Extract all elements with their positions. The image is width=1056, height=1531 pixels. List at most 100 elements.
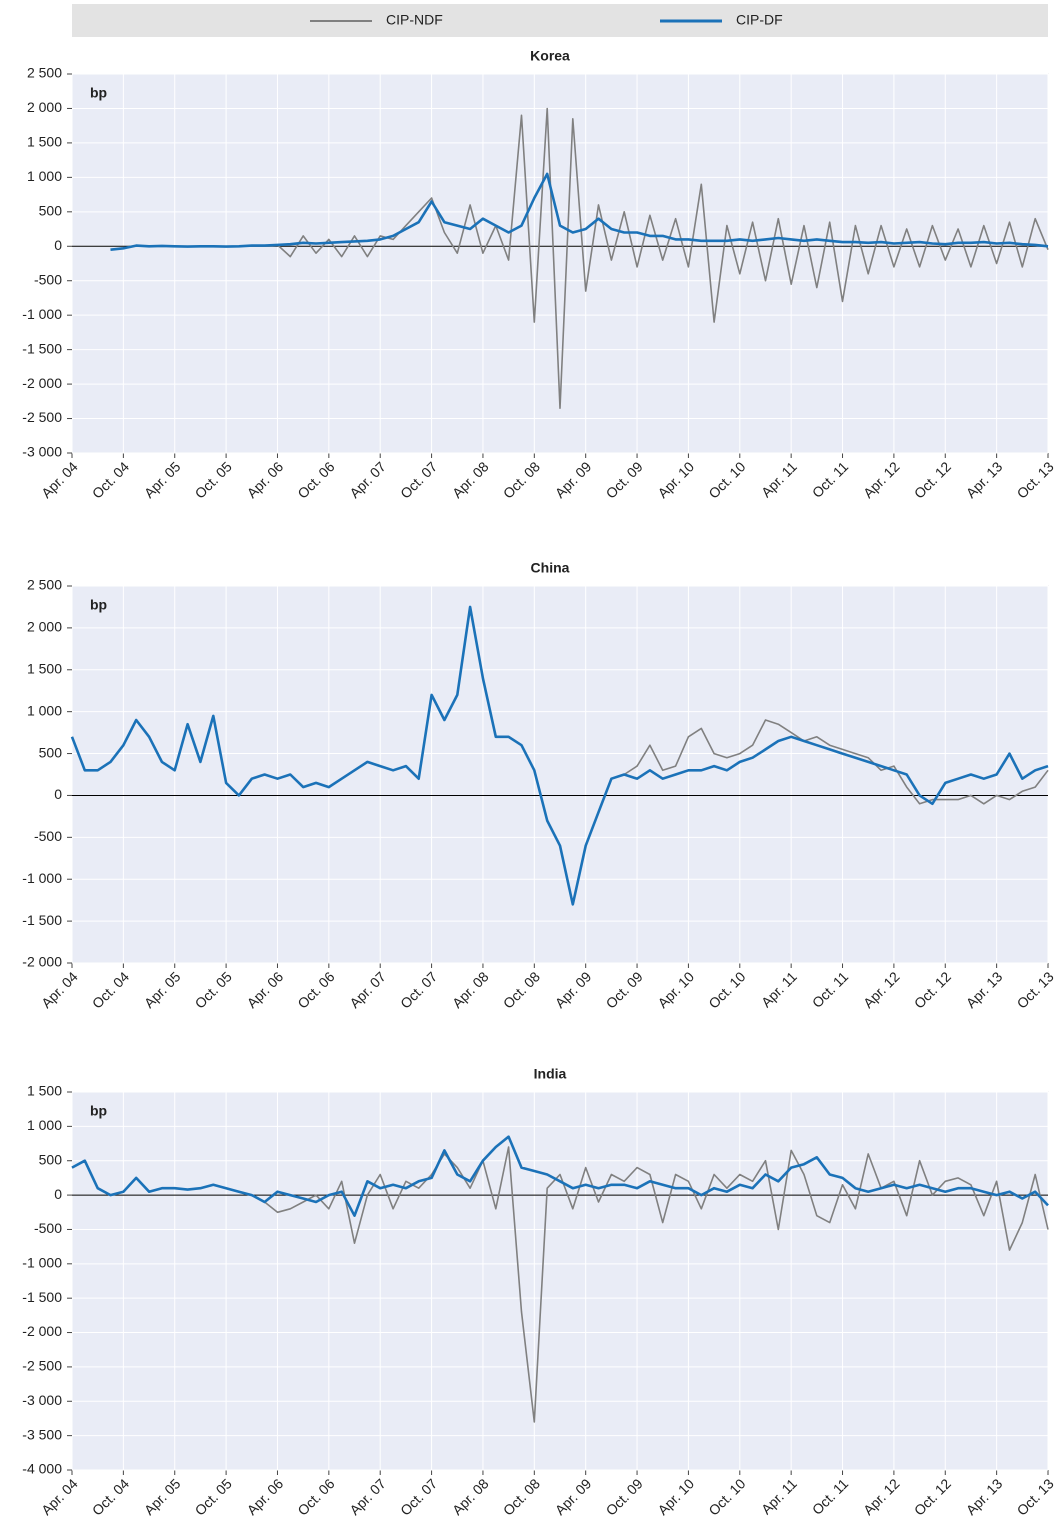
- y-tick-label: -1 000: [22, 870, 62, 886]
- x-tick-label: Oct. 07: [397, 458, 440, 501]
- x-tick-label: Oct. 09: [603, 1475, 646, 1518]
- x-tick-label: Apr. 11: [758, 1475, 800, 1517]
- x-tick-label: Oct. 10: [705, 458, 748, 501]
- x-tick-label: Apr. 10: [654, 1475, 697, 1518]
- plot-area: [71, 1091, 1049, 1471]
- x-tick-label: Apr. 09: [552, 1475, 595, 1518]
- y-tick-label: 1 500: [27, 1083, 62, 1099]
- x-tick-label: Oct. 09: [603, 968, 646, 1011]
- x-tick-label: Apr. 08: [449, 968, 492, 1011]
- y-tick-label: -1 500: [22, 1289, 62, 1305]
- x-tick-label: Apr. 13: [963, 968, 1006, 1011]
- y-tick-label: -500: [34, 828, 62, 844]
- x-tick-label: Oct. 11: [809, 1475, 852, 1518]
- unit-label: bp: [90, 597, 107, 613]
- y-tick-label: -1 500: [22, 912, 62, 928]
- x-tick-label: Oct. 04: [89, 458, 132, 501]
- y-tick-label: -500: [34, 271, 62, 287]
- x-tick-label: Apr. 13: [963, 458, 1006, 501]
- legend-label: CIP-DF: [736, 12, 783, 28]
- y-tick-label: -500: [34, 1220, 62, 1236]
- x-tick-label: Oct. 06: [294, 458, 337, 501]
- unit-label: bp: [90, 85, 107, 101]
- y-tick-label: 1 000: [27, 168, 62, 184]
- y-tick-label: -2 000: [22, 375, 62, 391]
- y-tick-label: 500: [39, 203, 63, 219]
- y-tick-label: 2 500: [27, 577, 62, 593]
- chart-title: India: [534, 1066, 567, 1082]
- y-tick-label: 2 000: [27, 619, 62, 635]
- x-tick-label: Apr. 11: [758, 968, 800, 1010]
- x-tick-label: Apr. 05: [141, 968, 184, 1011]
- x-tick-label: Oct. 12: [911, 1475, 954, 1518]
- x-tick-label: Apr. 08: [449, 1475, 492, 1518]
- chart-title: Korea: [530, 48, 570, 64]
- x-tick-label: Oct. 08: [500, 1475, 543, 1518]
- x-tick-label: Apr. 07: [346, 458, 389, 501]
- series-line: [110, 172, 1049, 251]
- series-line: [71, 1135, 1049, 1217]
- x-tick-label: Oct. 06: [294, 1475, 337, 1518]
- x-tick-label: Apr. 06: [244, 1475, 287, 1518]
- unit-label: bp: [90, 1103, 107, 1119]
- x-tick-label: Apr. 10: [654, 968, 697, 1011]
- x-tick-label: Apr. 05: [141, 1475, 184, 1518]
- y-tick-label: 1 500: [27, 134, 62, 150]
- x-tick-label: Apr. 12: [860, 968, 903, 1011]
- x-tick-label: Apr. 05: [141, 458, 184, 501]
- x-tick-label: Apr. 04: [38, 458, 81, 501]
- y-tick-label: -1 000: [22, 306, 62, 322]
- y-tick-label: 1 500: [27, 660, 62, 676]
- y-tick-label: -4 000: [22, 1461, 62, 1477]
- y-tick-label: -1 500: [22, 340, 62, 356]
- y-tick-label: 500: [39, 1151, 63, 1167]
- legend-label: CIP-NDF: [386, 12, 443, 28]
- chart-title: China: [531, 560, 570, 576]
- y-tick-label: -2 000: [22, 954, 62, 970]
- y-tick-label: -3 500: [22, 1426, 62, 1442]
- legend-box: [72, 4, 1048, 37]
- x-tick-label: Oct. 12: [911, 968, 954, 1011]
- x-tick-label: Apr. 04: [38, 968, 81, 1011]
- x-tick-label: Oct. 11: [809, 458, 852, 501]
- x-tick-label: Oct. 05: [192, 458, 235, 501]
- x-tick-label: Oct. 06: [294, 968, 337, 1011]
- y-tick-label: 2 500: [27, 65, 62, 81]
- x-tick-label: Oct. 13: [1014, 458, 1056, 501]
- x-tick-label: Oct. 04: [89, 1475, 132, 1518]
- x-tick-label: Oct. 04: [89, 968, 132, 1011]
- x-tick-label: Oct. 08: [500, 458, 543, 501]
- x-tick-label: Oct. 13: [1014, 968, 1056, 1011]
- x-tick-label: Apr. 04: [38, 1475, 81, 1518]
- x-tick-label: Apr. 11: [758, 458, 800, 500]
- x-tick-label: Apr. 07: [346, 968, 389, 1011]
- x-tick-label: Oct. 10: [705, 968, 748, 1011]
- x-tick-label: Oct. 13: [1014, 1475, 1056, 1518]
- x-tick-label: Oct. 05: [192, 968, 235, 1011]
- x-tick-label: Oct. 05: [192, 1475, 235, 1518]
- y-tick-label: 500: [39, 744, 63, 760]
- x-tick-label: Oct. 12: [911, 458, 954, 501]
- y-tick-label: -2 500: [22, 1358, 62, 1374]
- x-tick-label: Apr. 07: [346, 1475, 389, 1518]
- x-tick-label: Oct. 11: [809, 968, 852, 1011]
- series-line: [70, 605, 1049, 906]
- y-tick-label: -3 000: [22, 1392, 62, 1408]
- x-tick-label: Apr. 06: [244, 458, 287, 501]
- y-tick-label: 0: [54, 1186, 62, 1202]
- x-tick-label: Oct. 08: [500, 968, 543, 1011]
- x-tick-label: Apr. 12: [860, 1475, 903, 1518]
- y-tick-label: 1 000: [27, 702, 62, 718]
- x-tick-label: Apr. 08: [449, 458, 492, 501]
- x-tick-label: Oct. 10: [705, 1475, 748, 1518]
- x-tick-label: Apr. 10: [654, 458, 697, 501]
- y-tick-label: -2 500: [22, 409, 62, 425]
- x-tick-label: Apr. 12: [860, 458, 903, 501]
- x-tick-label: Apr. 09: [552, 968, 595, 1011]
- x-tick-label: Apr. 06: [244, 968, 287, 1011]
- x-tick-label: Oct. 09: [603, 458, 646, 501]
- plot-area: [71, 585, 1049, 964]
- y-tick-label: -3 000: [22, 444, 62, 460]
